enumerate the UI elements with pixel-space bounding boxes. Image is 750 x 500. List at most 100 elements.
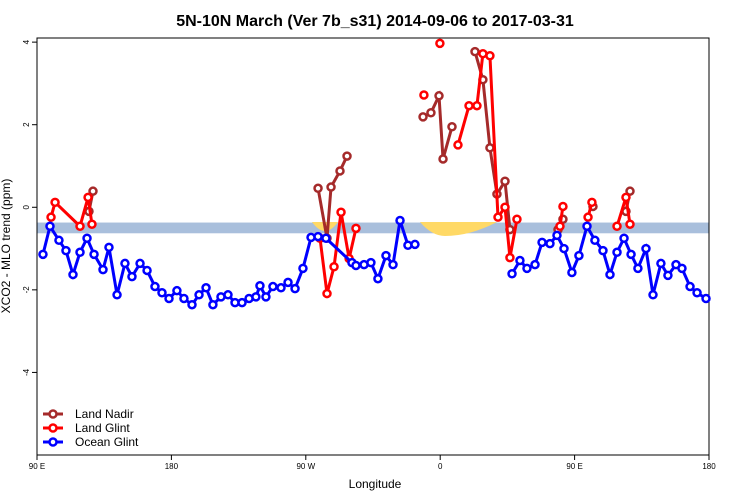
data-point: [89, 249, 99, 260]
x-tick-label: 90 E: [566, 462, 582, 471]
data-point: [104, 242, 114, 253]
data-point: [464, 100, 474, 111]
data-point: [326, 182, 336, 192]
data-point: [322, 288, 332, 299]
data-point: [692, 287, 702, 298]
data-point: [283, 277, 293, 288]
data-point: [381, 250, 391, 261]
data-point: [512, 214, 522, 225]
data-point: [558, 201, 568, 212]
data-point: [298, 263, 308, 274]
data-point: [641, 243, 651, 254]
legend-marker: [48, 409, 58, 419]
data-point: [142, 265, 152, 276]
data-point: [663, 270, 673, 281]
data-point: [127, 271, 137, 282]
data-point: [82, 233, 92, 243]
data-point: [545, 238, 555, 249]
data-point: [426, 107, 436, 118]
data-point: [656, 258, 666, 269]
legend-label: Ocean Glint: [75, 435, 139, 449]
data-point: [559, 243, 569, 254]
data-point: [612, 221, 622, 232]
y-tick-label: -4: [22, 368, 31, 376]
data-point: [530, 259, 540, 270]
data-point: [567, 267, 577, 278]
data-point: [172, 285, 182, 296]
data-point: [555, 221, 565, 232]
x-tick-label: 180: [702, 462, 716, 471]
data-point: [625, 186, 635, 196]
data-point: [290, 283, 300, 294]
data-point: [438, 154, 448, 164]
data-point: [351, 223, 361, 234]
data-point: [500, 202, 510, 213]
chart-title: 5N-10N March (Ver 7b_s31) 2014-09-06 to …: [176, 13, 574, 30]
data-point: [470, 46, 480, 57]
data-point: [395, 215, 405, 226]
x-tick-label: 90 E: [29, 462, 45, 471]
x-tick-label: 180: [165, 462, 179, 471]
data-point: [493, 212, 503, 222]
data-point: [335, 166, 345, 176]
data-point: [552, 230, 562, 241]
data-point: [621, 192, 631, 203]
data-point: [522, 263, 532, 274]
data-point: [276, 283, 286, 293]
plot-frame: [36, 37, 710, 456]
x-tick-label: 0: [438, 462, 443, 471]
data-point: [685, 281, 695, 292]
data-point: [313, 183, 323, 194]
legend-marker: [48, 423, 58, 433]
legend-marker: [48, 437, 58, 447]
data-point: [268, 281, 278, 292]
data-point: [336, 207, 346, 217]
data-point: [83, 192, 93, 203]
x-tick-label: 90 W: [296, 462, 315, 471]
data-point: [61, 245, 71, 256]
data-point: [612, 247, 622, 258]
data-point: [164, 293, 174, 304]
data-point: [388, 259, 398, 270]
data-point: [410, 239, 420, 250]
data-point: [120, 258, 130, 269]
data-point: [54, 235, 64, 246]
data-point: [261, 292, 271, 302]
data-point: [223, 290, 233, 300]
data-point: [313, 231, 323, 242]
y-tick-label: 0: [22, 205, 31, 210]
data-point: [605, 269, 615, 280]
data-point: [208, 299, 218, 310]
data-point: [46, 212, 56, 222]
data-point: [135, 258, 145, 269]
data-point: [447, 122, 457, 132]
data-point: [150, 281, 160, 292]
data-point: [342, 151, 352, 161]
data-point: [505, 252, 515, 263]
band-layer: [37, 222, 709, 234]
data-point: [157, 287, 167, 298]
data-point: [648, 290, 658, 300]
legend-label: Land Glint: [75, 421, 130, 435]
data-point: [75, 221, 85, 232]
data-point: [677, 263, 687, 274]
data-point: [68, 269, 78, 280]
data-point: [255, 280, 265, 291]
data-point: [435, 38, 445, 49]
data-point: [112, 290, 122, 300]
data-point: [598, 245, 608, 256]
data-point: [321, 233, 331, 243]
data-point: [179, 293, 189, 304]
data-point: [500, 176, 510, 187]
legend-label: Land Nadir: [75, 407, 134, 421]
data-point: [75, 247, 85, 258]
data-point: [515, 255, 525, 266]
data-point: [701, 293, 711, 304]
data-point: [583, 212, 593, 222]
data-point: [537, 237, 547, 248]
data-point: [194, 290, 204, 300]
data-point: [418, 112, 428, 122]
terrain-area: [420, 222, 497, 236]
